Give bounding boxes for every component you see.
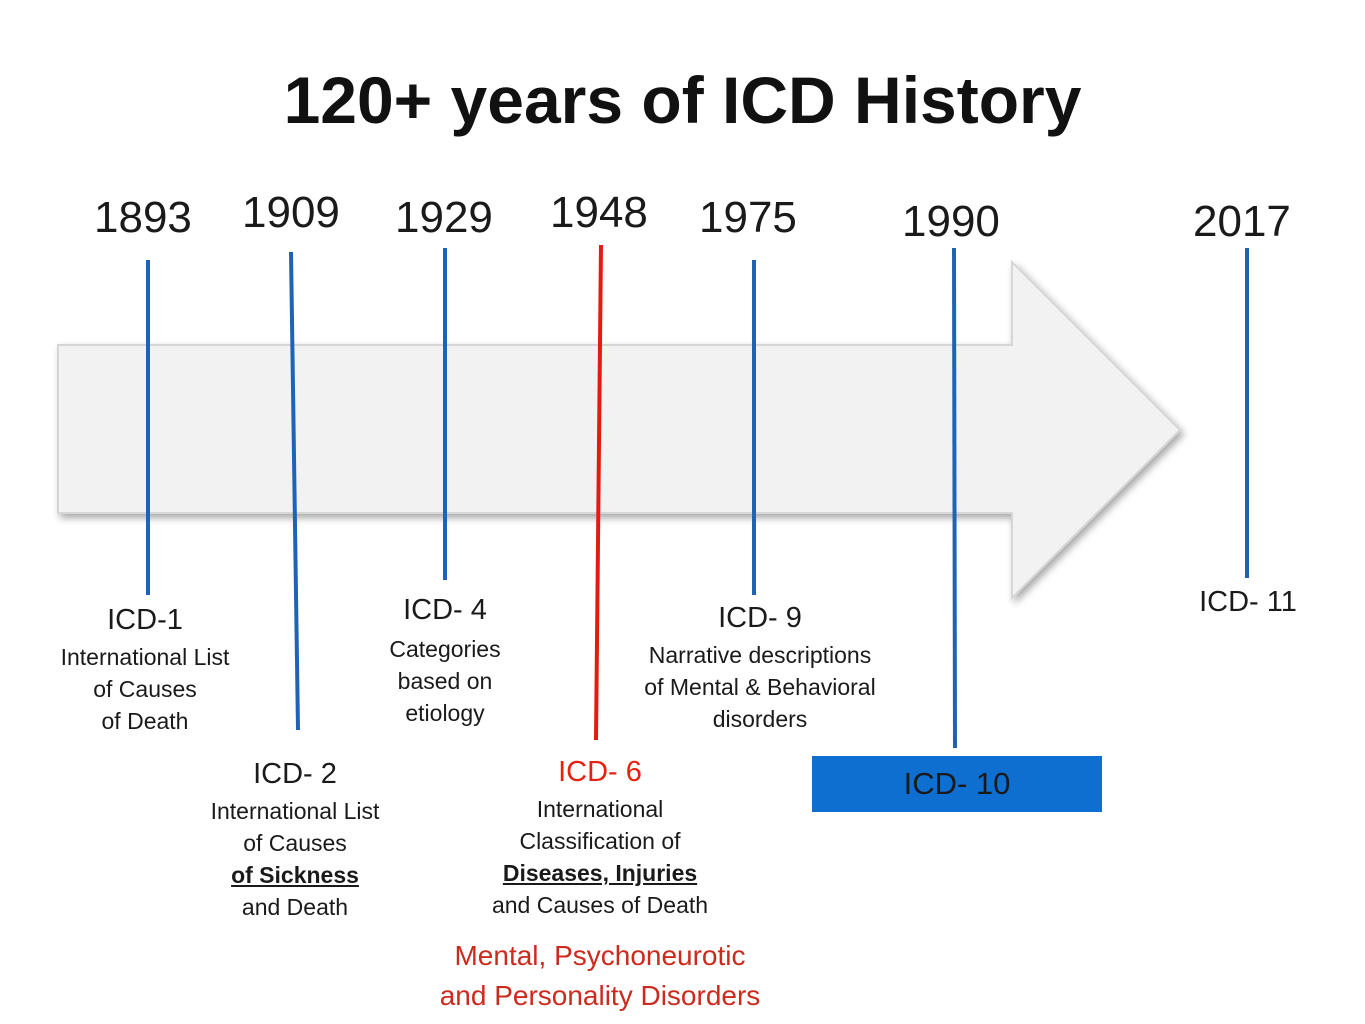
icd4-block: ICD- 4 Categories based on etiology bbox=[345, 594, 545, 729]
icd1-block: ICD-1 International List of Causes of De… bbox=[40, 604, 250, 737]
icd2-label: ICD- 2 bbox=[253, 758, 337, 790]
icd4-desc-line: etiology bbox=[405, 700, 485, 726]
year-1975: 1975 bbox=[699, 193, 797, 242]
icd1-desc-line: of Causes bbox=[93, 676, 197, 702]
icd6-desc-line: International bbox=[536, 796, 664, 822]
icd10-label: ICD- 10 bbox=[903, 766, 1011, 801]
year-1948: 1948 bbox=[550, 188, 648, 237]
year-2017: 2017 bbox=[1193, 197, 1291, 246]
icd6-label: ICD- 6 bbox=[558, 756, 642, 788]
icd6-mental-line: Mental, Psychoneurotic bbox=[454, 940, 746, 971]
line-1948 bbox=[594, 244, 603, 741]
icd10-box: ICD- 10 bbox=[812, 756, 1102, 812]
timeline-arrow bbox=[57, 259, 1182, 601]
icd2-emphasis: of Sickness bbox=[231, 862, 359, 888]
icd6-emphasis: Diseases, Injuries bbox=[502, 860, 698, 886]
page-title: 120+ years of ICD History bbox=[283, 63, 1082, 137]
icd4-desc-line: Categories bbox=[389, 636, 501, 662]
icd6-mental-note: Mental, Psychoneurotic and Personality D… bbox=[400, 936, 800, 1016]
icd9-block: ICD- 9 Narrative descriptions of Mental … bbox=[610, 602, 910, 735]
icd9-label: ICD- 9 bbox=[718, 602, 802, 634]
line-1909 bbox=[289, 251, 300, 731]
line-1990 bbox=[952, 247, 957, 749]
icd6-desc-line: and Causes of Death bbox=[491, 892, 709, 918]
icd9-desc-line: of Mental & Behavioral bbox=[644, 674, 876, 700]
icd2-desc-line: International List bbox=[210, 798, 380, 824]
year-1909: 1909 bbox=[242, 188, 340, 237]
year-1929: 1929 bbox=[395, 193, 493, 242]
icd6-mental-line: and Personality Disorders bbox=[439, 980, 761, 1011]
year-1893: 1893 bbox=[94, 193, 192, 242]
icd1-desc-line: International List bbox=[60, 644, 230, 670]
icd1-desc-line: of Death bbox=[101, 708, 189, 734]
icd2-desc-line: of Causes bbox=[243, 830, 347, 856]
icd2-block: ICD- 2 International List of Causes of S… bbox=[185, 758, 405, 923]
icd9-desc-line: disorders bbox=[712, 706, 808, 732]
icd4-label: ICD- 4 bbox=[403, 594, 487, 626]
icd2-desc-line: and Death bbox=[241, 894, 349, 920]
icd6-block: ICD- 6 International Classification of D… bbox=[460, 756, 740, 921]
year-1990: 1990 bbox=[902, 197, 1000, 246]
icd1-label: ICD-1 bbox=[107, 604, 183, 636]
icd6-desc-line: Classification of bbox=[519, 828, 681, 854]
icd9-desc-line: Narrative descriptions bbox=[648, 642, 872, 668]
icd4-desc-line: based on bbox=[397, 668, 493, 694]
icd11-label: ICD- 11 bbox=[1199, 586, 1297, 618]
